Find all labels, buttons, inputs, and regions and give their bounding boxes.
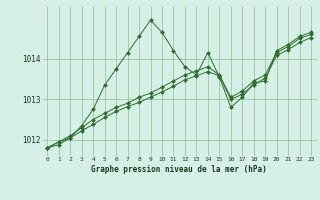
X-axis label: Graphe pression niveau de la mer (hPa): Graphe pression niveau de la mer (hPa) — [91, 165, 267, 174]
